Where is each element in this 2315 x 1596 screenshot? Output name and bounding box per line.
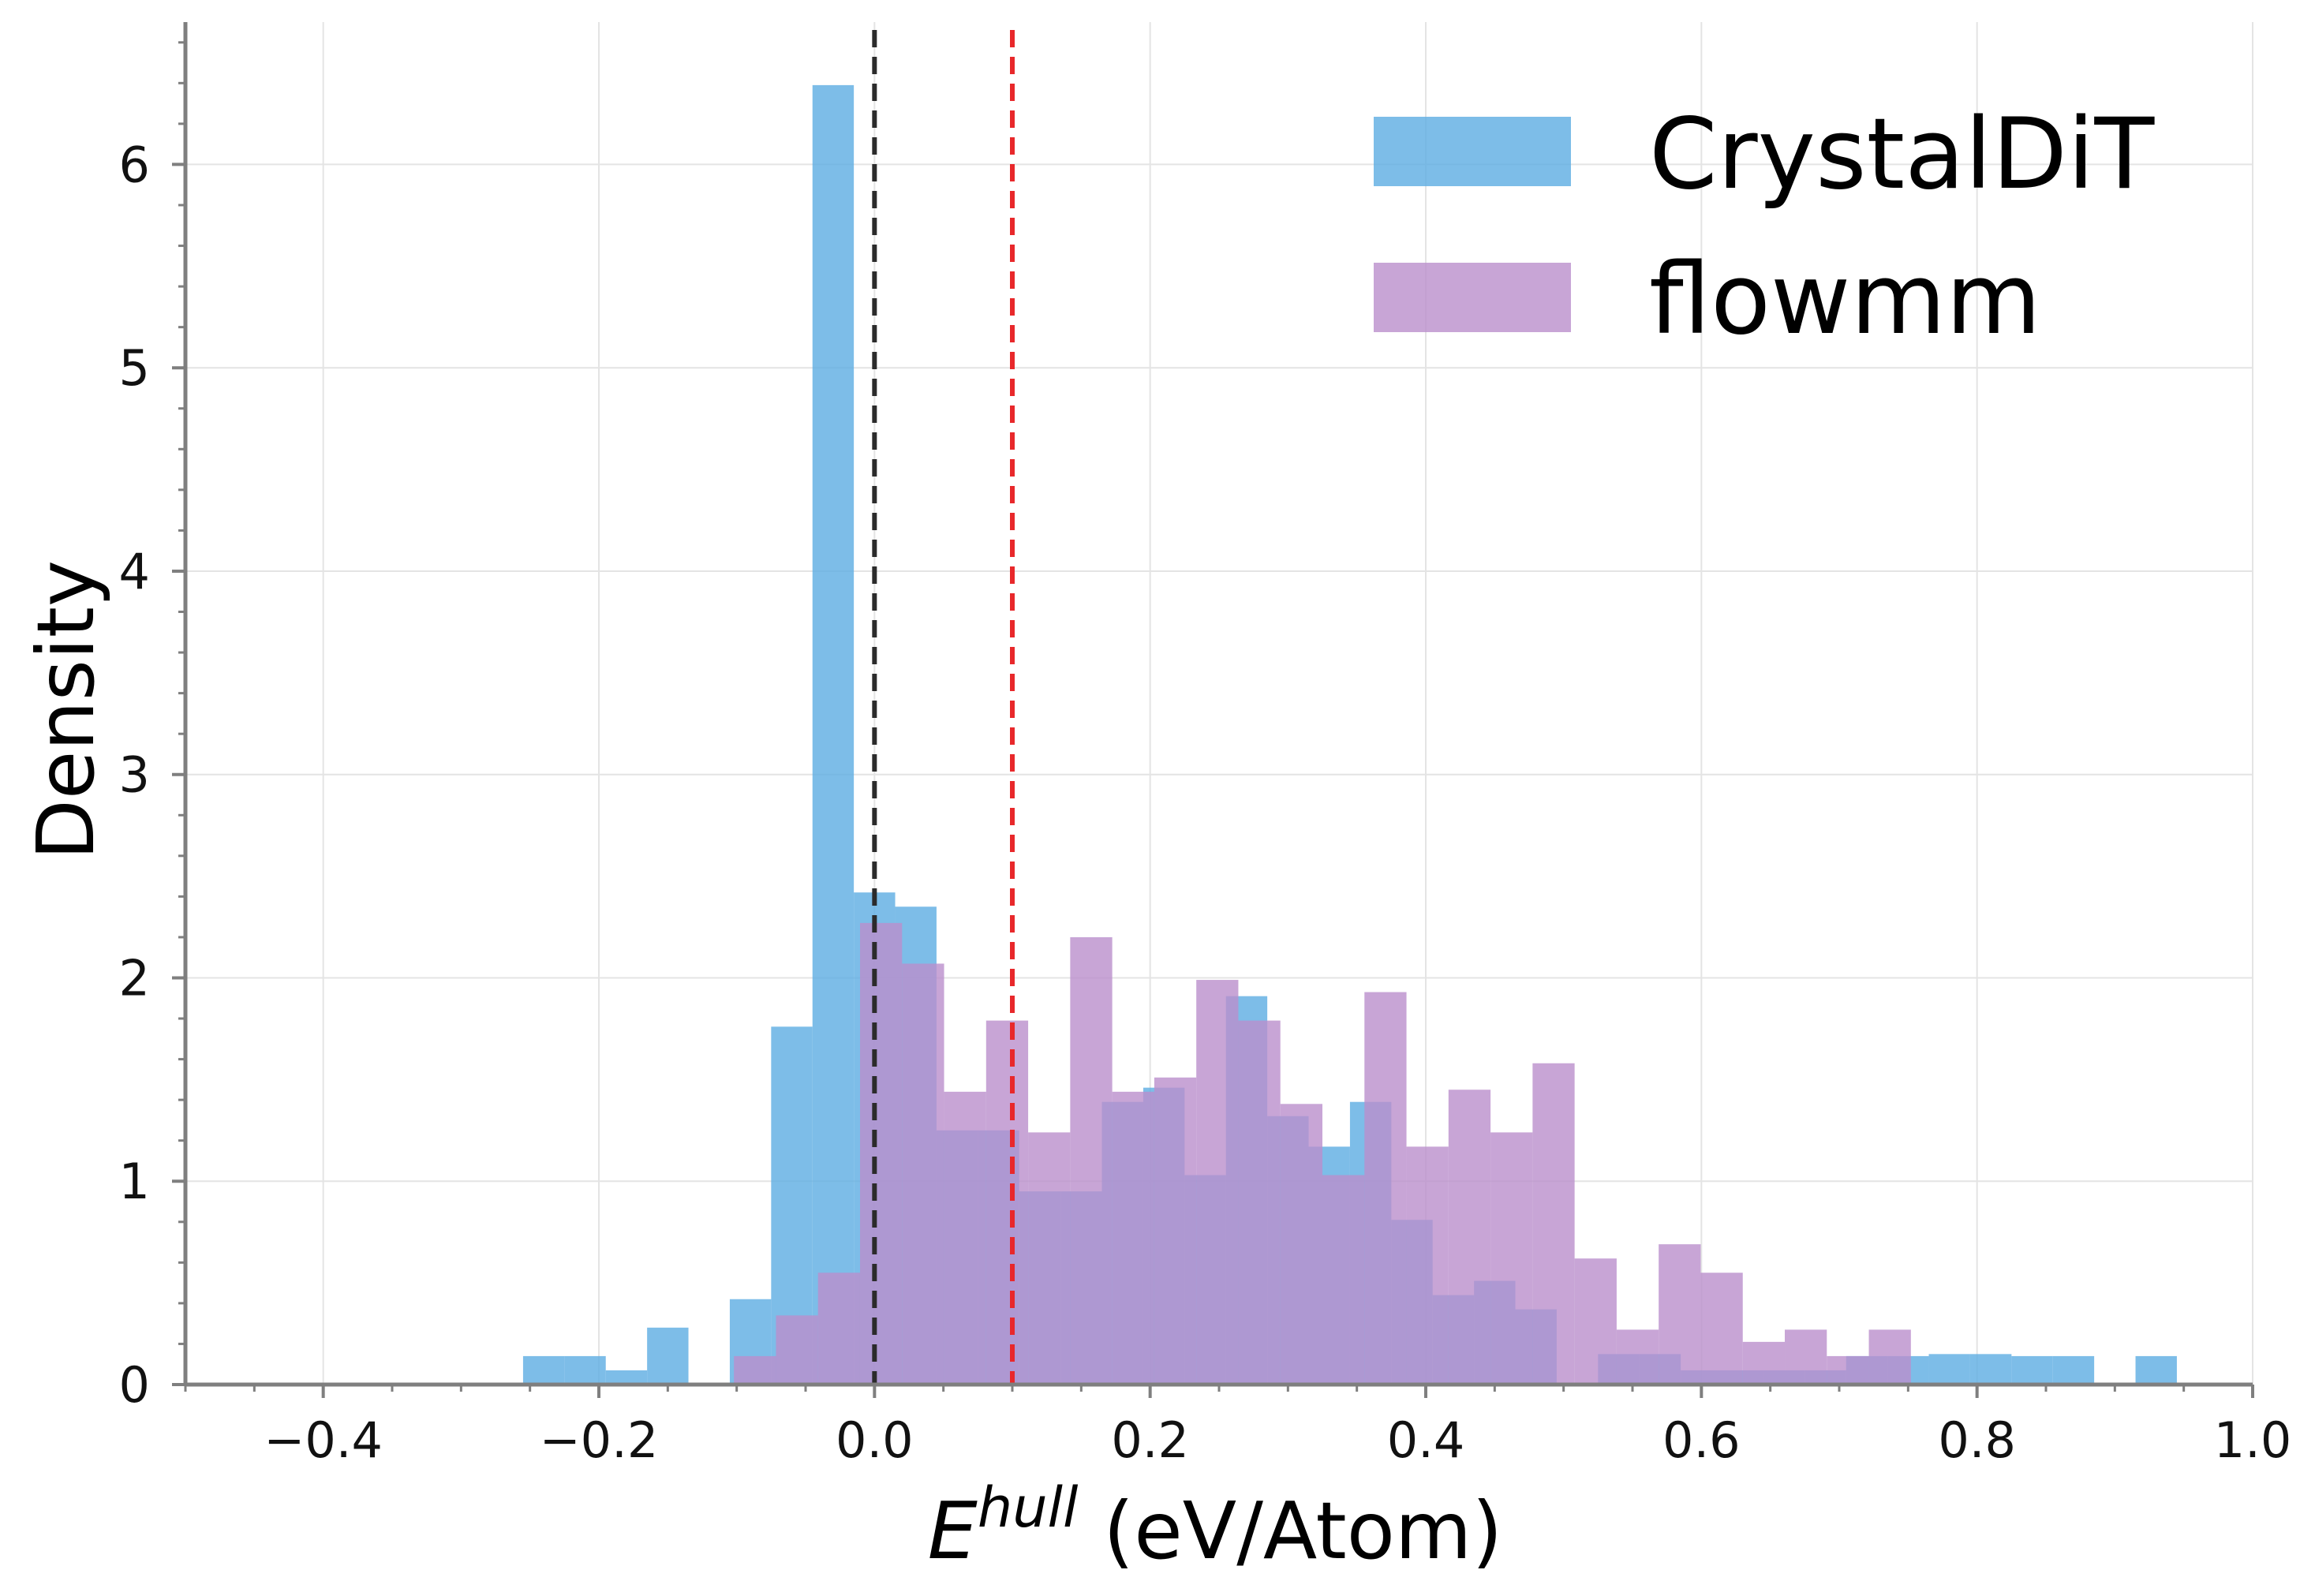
bar-flowmm: [1154, 1077, 1197, 1385]
bar-crystaldit: [2052, 1355, 2095, 1385]
bar-flowmm: [1448, 1090, 1491, 1385]
x-tick-label: 0.2: [1111, 1411, 1189, 1469]
y-tick-label: 1: [119, 1153, 150, 1210]
bar-flowmm: [859, 922, 903, 1385]
bar-flowmm: [1532, 1063, 1575, 1385]
y-tick-label: 3: [119, 746, 150, 804]
bar-crystaldit: [564, 1355, 606, 1385]
bar-flowmm: [734, 1355, 776, 1385]
bar-crystaldit: [812, 84, 855, 1385]
series-flowmm: [734, 922, 1911, 1385]
bar-flowmm: [1659, 1244, 1701, 1385]
bar-flowmm: [1280, 1104, 1322, 1385]
bar-crystaldit: [1969, 1354, 2012, 1385]
legend-label-crystaldit: CrystalDiT: [1649, 98, 2156, 211]
bar-crystaldit: [605, 1370, 648, 1385]
bar-crystaldit: [647, 1327, 689, 1385]
bar-flowmm: [1406, 1146, 1449, 1385]
bar-flowmm: [1742, 1341, 1786, 1385]
legend: CrystalDiT flowmm: [1374, 98, 2156, 357]
bar-flowmm: [1238, 1020, 1281, 1385]
bar-flowmm: [1322, 1175, 1365, 1385]
bar-flowmm: [1364, 992, 1407, 1385]
x-axis-title: Ehull (eV/Atom): [928, 1475, 1503, 1577]
bar-flowmm: [1196, 980, 1239, 1385]
bar-crystaldit: [2011, 1355, 2053, 1385]
bar-flowmm: [776, 1315, 818, 1385]
bar-crystaldit: [2135, 1355, 2177, 1385]
bar-flowmm: [1868, 1329, 1911, 1385]
grid-lines: [185, 22, 2253, 1385]
bar-flowmm: [1700, 1273, 1743, 1385]
bar-flowmm: [1827, 1355, 1869, 1385]
y-tick-label: 2: [119, 949, 150, 1007]
x-tick-label: 0.6: [1662, 1411, 1741, 1469]
bar-flowmm: [902, 963, 944, 1385]
x-axis-title-symbol: E: [928, 1485, 978, 1577]
legend-label-flowmm: flowmm: [1649, 243, 2041, 357]
bar-flowmm: [1616, 1329, 1659, 1385]
bar-flowmm: [1070, 936, 1113, 1385]
y-tick-label: 0: [119, 1356, 150, 1414]
x-axis-title-unit: (eV/Atom): [1078, 1485, 1502, 1577]
reference-lines: [872, 30, 1015, 1385]
y-tick-label: 5: [119, 339, 150, 397]
bar-flowmm: [1028, 1132, 1071, 1385]
x-tick-label: 0.4: [1387, 1411, 1465, 1469]
x-tick-label: −0.4: [264, 1411, 383, 1469]
y-tick-label: 4: [119, 543, 150, 600]
x-tick-label: 0.8: [1938, 1411, 2016, 1469]
legend-swatch-flowmm: [1374, 263, 1571, 332]
bar-crystaldit: [1928, 1354, 1970, 1385]
bar-flowmm: [817, 1273, 860, 1385]
x-tick-label: 1.0: [2214, 1411, 2292, 1469]
y-axis-title: Density: [20, 560, 112, 860]
x-axis-title-superscript: hull: [978, 1475, 1079, 1540]
histogram-bars: [522, 84, 2177, 1385]
bar-flowmm: [1490, 1132, 1533, 1385]
bar-flowmm: [1785, 1329, 1827, 1385]
bar-crystaldit: [522, 1355, 565, 1385]
x-tick-label: 0.0: [836, 1411, 914, 1469]
bar-flowmm: [1112, 1091, 1154, 1385]
bar-flowmm: [1574, 1258, 1617, 1385]
axes: −0.4 −0.2 0.0 0.2 0.4 0.6 0.8 1.0 0 1 2 3 4 5 6: [119, 22, 2292, 1469]
x-tick-label: −0.2: [540, 1411, 659, 1469]
bar-flowmm: [944, 1091, 986, 1385]
bar-flowmm: [985, 1020, 1029, 1385]
y-tick-label: 6: [119, 136, 150, 193]
legend-swatch-crystaldit: [1374, 117, 1571, 186]
